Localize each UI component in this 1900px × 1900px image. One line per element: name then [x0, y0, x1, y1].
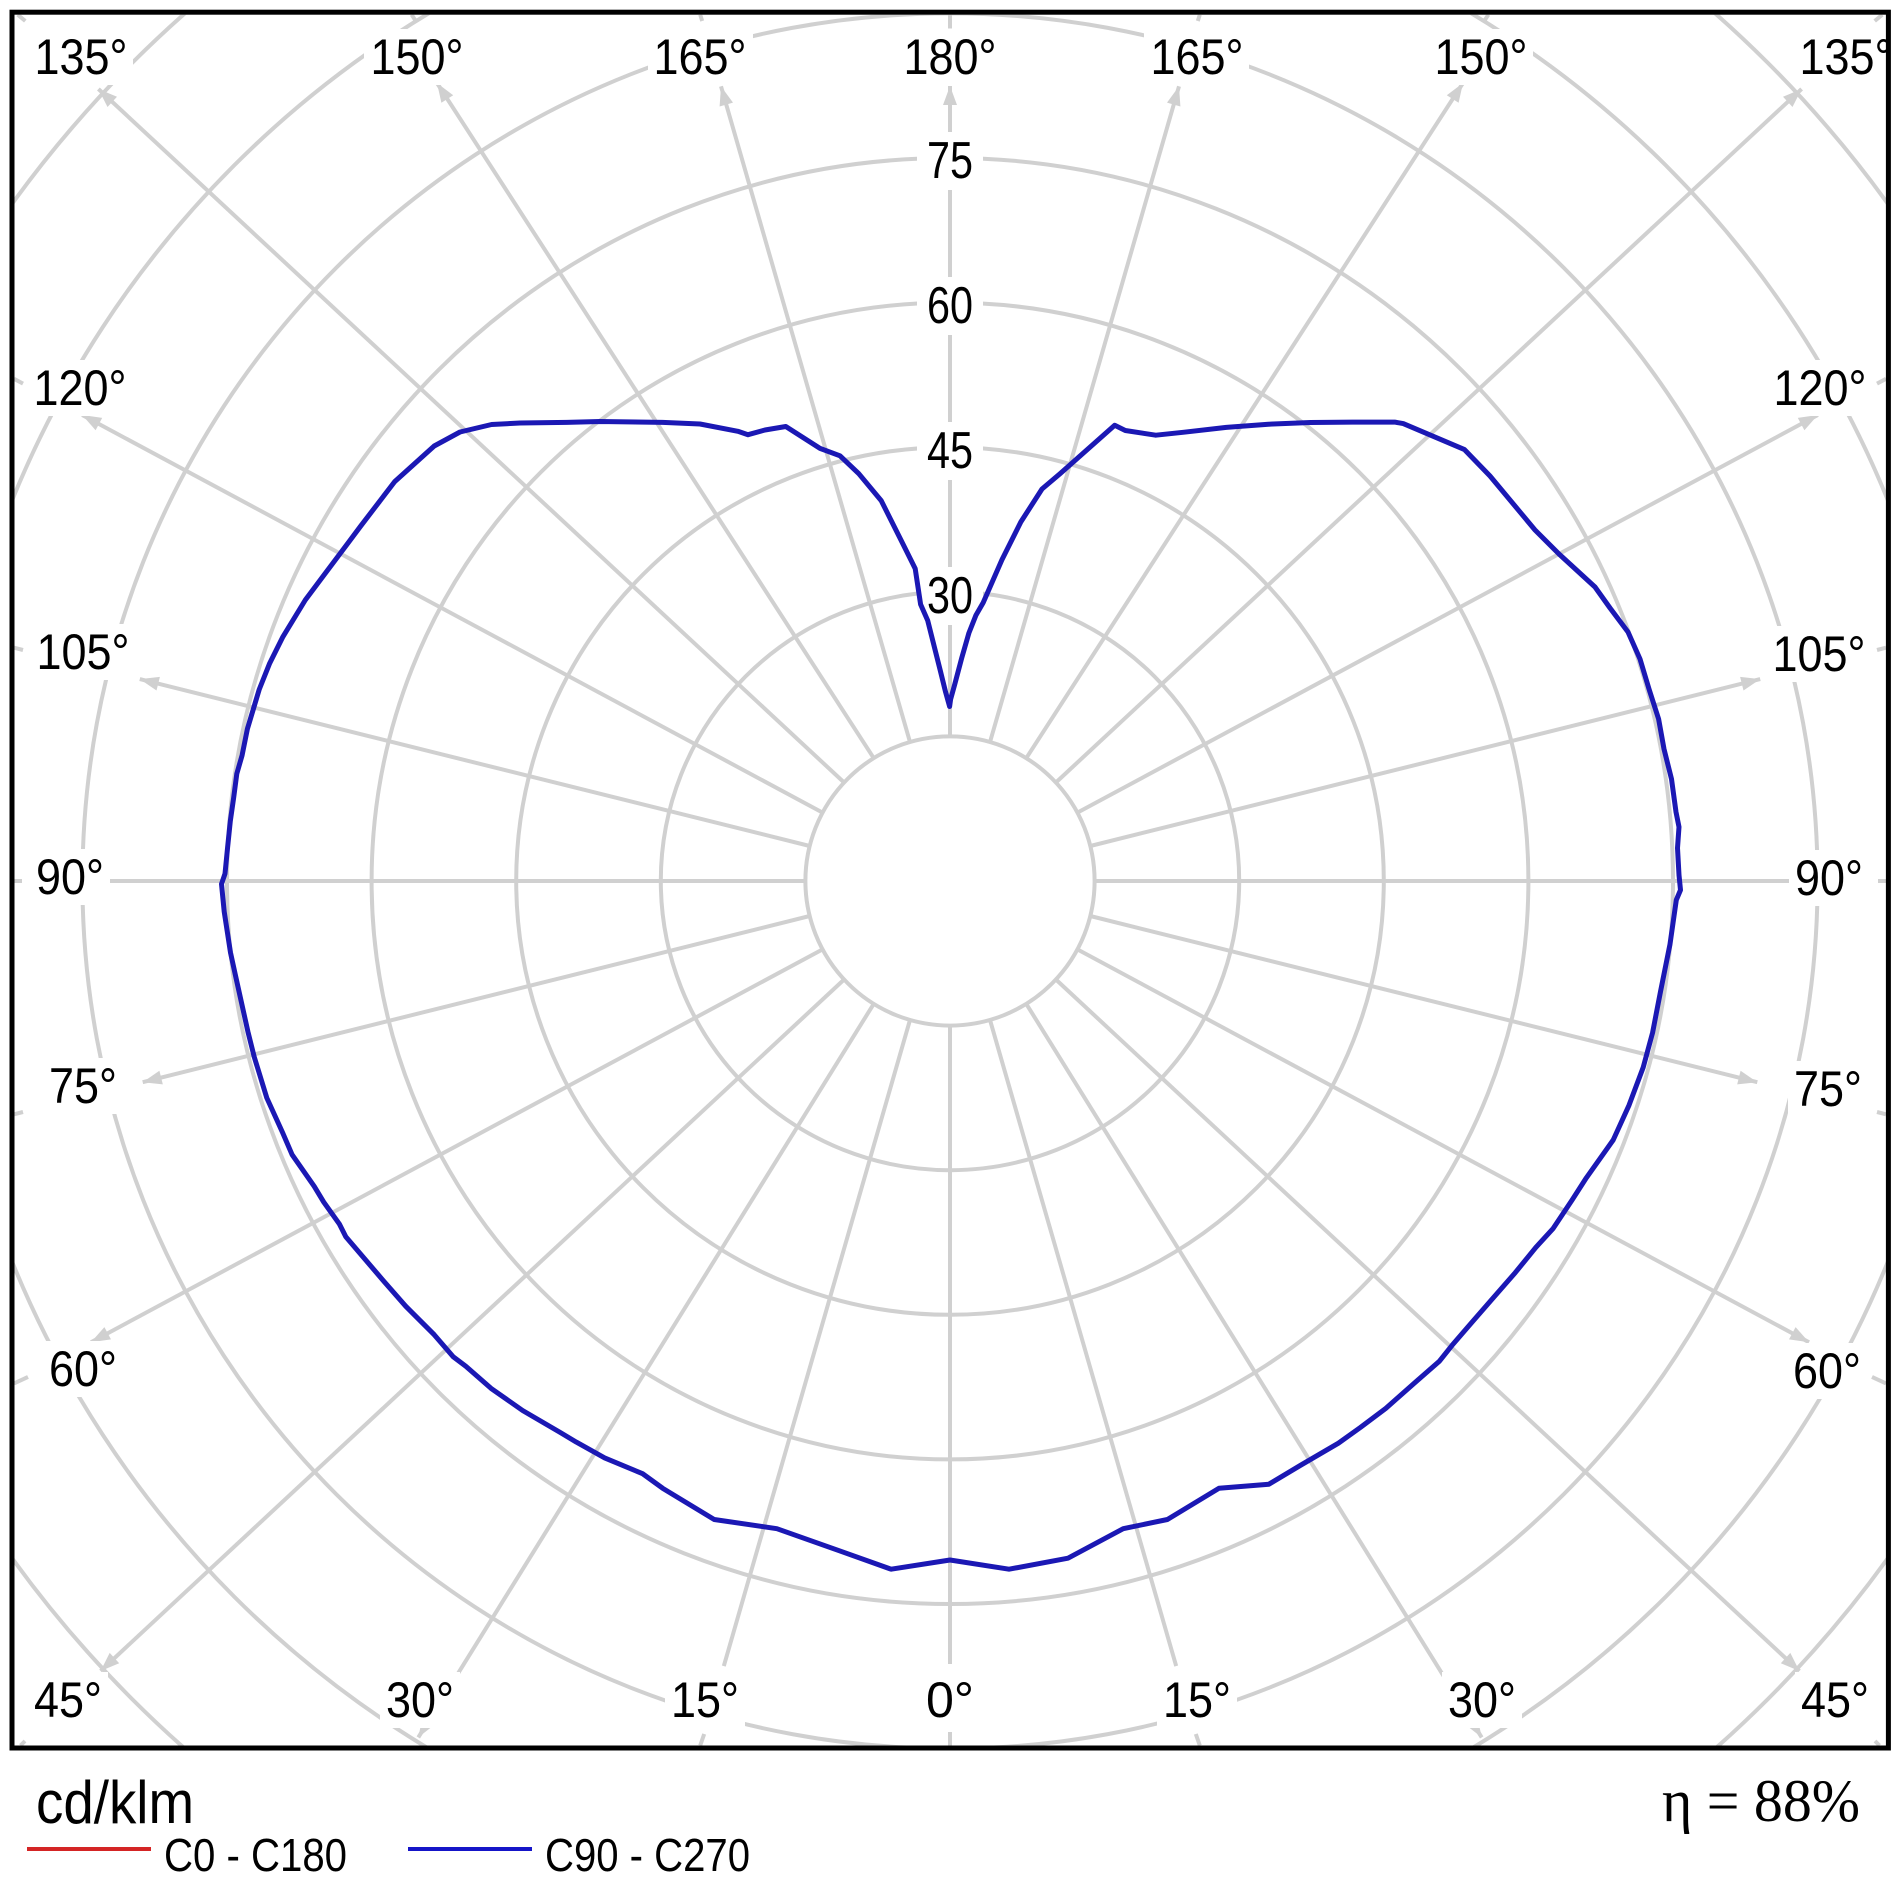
svg-text:C0 - C180: C0 - C180: [164, 1829, 347, 1881]
svg-text:45: 45: [927, 422, 973, 480]
svg-text:75°: 75°: [1794, 1061, 1862, 1117]
svg-text:165°: 165°: [654, 29, 747, 85]
svg-text:60°: 60°: [1793, 1343, 1861, 1399]
svg-text:η = 88%: η = 88%: [1662, 1768, 1860, 1834]
svg-text:150°: 150°: [1435, 29, 1528, 85]
svg-text:30°: 30°: [386, 1672, 454, 1728]
svg-text:30: 30: [927, 567, 973, 625]
svg-text:75: 75: [927, 132, 973, 190]
svg-text:cd/klm: cd/klm: [36, 1769, 194, 1836]
svg-text:180°: 180°: [904, 29, 997, 85]
svg-text:0°: 0°: [926, 1672, 974, 1728]
svg-text:C90 - C270: C90 - C270: [545, 1829, 750, 1881]
svg-text:120°: 120°: [1774, 360, 1867, 416]
svg-text:45°: 45°: [34, 1672, 102, 1728]
svg-text:60°: 60°: [49, 1341, 117, 1397]
svg-text:105°: 105°: [1773, 626, 1866, 682]
svg-text:165°: 165°: [1151, 29, 1244, 85]
svg-text:90°: 90°: [36, 849, 104, 905]
svg-text:135°: 135°: [35, 29, 128, 85]
svg-text:120°: 120°: [34, 360, 127, 416]
svg-text:15°: 15°: [671, 1672, 739, 1728]
svg-text:90°: 90°: [1795, 850, 1863, 906]
svg-text:15°: 15°: [1163, 1672, 1231, 1728]
svg-text:150°: 150°: [371, 29, 464, 85]
svg-text:105°: 105°: [37, 624, 130, 680]
svg-text:135°: 135°: [1800, 29, 1893, 85]
svg-text:60: 60: [927, 277, 973, 335]
svg-text:30°: 30°: [1448, 1672, 1516, 1728]
svg-text:75°: 75°: [49, 1058, 117, 1114]
svg-text:45°: 45°: [1801, 1672, 1869, 1728]
